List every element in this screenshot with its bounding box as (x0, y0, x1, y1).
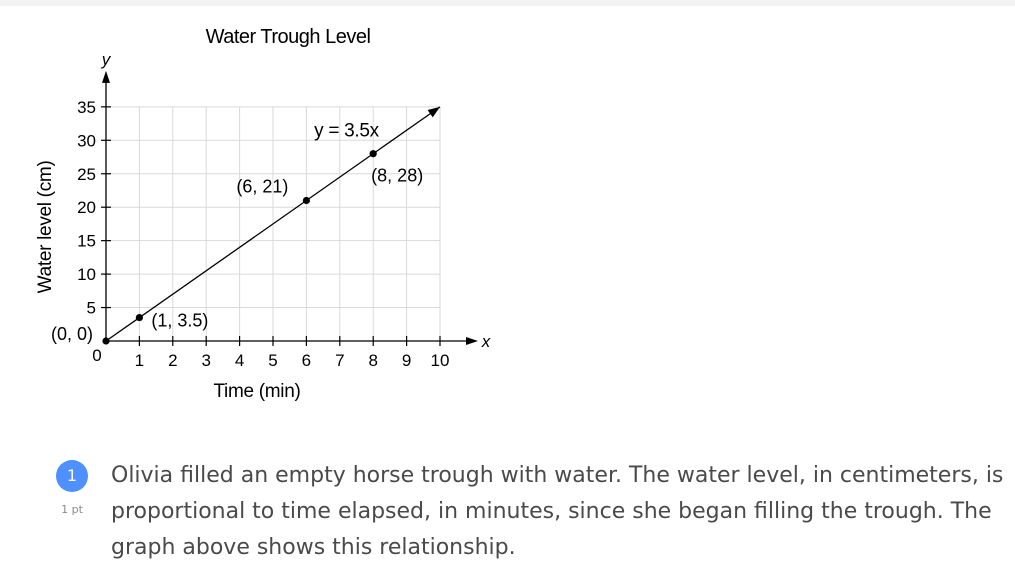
equation-label: y = 3.5x (314, 120, 379, 141)
chart-title: Water Trough Level (206, 26, 371, 48)
origin-tick-label: 0 (92, 346, 101, 365)
y-tick-label: 10 (77, 265, 96, 284)
x-axis-arrow (466, 337, 478, 345)
x-tick-label: 8 (368, 351, 377, 370)
data-point-label: (0, 0) (51, 324, 93, 344)
data-point-label: (1, 3.5) (151, 311, 208, 331)
x-tick-label: 4 (235, 351, 244, 370)
y-tick-label: 5 (87, 299, 96, 318)
x-axis-label: Time (min) (213, 381, 300, 402)
data-point (102, 337, 110, 345)
data-line-arrow (427, 106, 440, 118)
data-point (369, 150, 377, 158)
top-strip (0, 0, 1015, 6)
question-text-line: graph above shows this relationship. (111, 535, 516, 560)
y-axis-letter: y (101, 50, 112, 69)
question-block: 1 1 pt Olivia filled an empty horse trou… (0, 455, 1015, 585)
data-line (105, 106, 441, 342)
y-axis-arrow (102, 70, 110, 83)
x-tick-label: 9 (402, 351, 411, 370)
data-point (302, 196, 310, 205)
data-point-label: (6, 21) (236, 177, 288, 197)
y-tick-label: 25 (77, 165, 96, 184)
x-tick-label: 1 (135, 351, 144, 370)
x-tick-label: 10 (431, 351, 450, 370)
question-text-line: proportional to time elapsed, in minutes… (111, 499, 992, 524)
y-tick-label: 35 (77, 98, 96, 117)
x-tick-label: 2 (168, 351, 177, 370)
x-tick-label: 6 (302, 351, 311, 370)
x-tick-label: 7 (335, 351, 344, 370)
question-text-line: Olivia filled an empty horse trough with… (111, 463, 1004, 488)
x-axis-letter: x (481, 332, 491, 351)
y-tick-label: 30 (77, 131, 96, 150)
y-tick-label: 20 (77, 198, 96, 217)
question-number-badge[interactable]: 1 (56, 460, 88, 492)
y-tick-label: 15 (77, 232, 96, 251)
x-tick-label: 5 (268, 351, 277, 370)
x-tick-label: 3 (201, 351, 210, 370)
data-point (135, 313, 143, 322)
water-trough-chart: 1 2 3 4 5 6 7 8 9 10 5 10 15 20 25 30 35 0 x y Water Trough … (35, 26, 491, 402)
question-text: Olivia filled an empty horse trough with… (111, 458, 1011, 566)
data-point-label: (8, 28) (371, 166, 423, 186)
y-axis-label: Water level (cm) (35, 161, 56, 294)
question-points: 1 pt (61, 503, 83, 516)
